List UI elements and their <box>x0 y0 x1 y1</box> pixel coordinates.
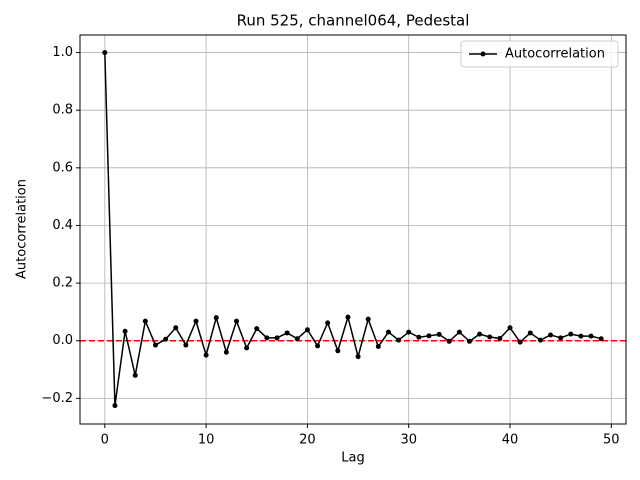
point <box>325 320 331 326</box>
x-tick-label: 40 <box>502 433 519 448</box>
point <box>294 336 300 342</box>
point <box>355 354 361 360</box>
point <box>396 337 402 343</box>
point <box>385 329 391 335</box>
point <box>466 338 472 344</box>
x-tick-label: 0 <box>101 433 109 448</box>
point <box>142 318 148 324</box>
point <box>193 318 199 324</box>
point <box>426 333 432 339</box>
legend-marker <box>480 51 486 57</box>
point <box>122 328 128 334</box>
series-line <box>104 52 602 406</box>
y-tick-label: 0.6 <box>52 160 73 175</box>
point <box>416 334 422 340</box>
point <box>598 336 604 342</box>
y-tick-label: 0.2 <box>52 276 73 291</box>
point <box>548 332 554 338</box>
point <box>558 335 564 341</box>
point <box>244 345 250 351</box>
chart-title: Run 525, channel064, Pedestal <box>237 12 470 30</box>
point <box>406 329 412 335</box>
point <box>588 333 594 339</box>
point <box>517 339 523 345</box>
point <box>446 338 452 344</box>
x-tick-label: 20 <box>299 433 316 448</box>
point <box>477 331 483 337</box>
point <box>568 331 574 337</box>
x-tick-label: 30 <box>400 433 417 448</box>
point <box>234 318 240 324</box>
legend-label: Autocorrelation <box>505 47 605 62</box>
legend-box <box>460 40 619 68</box>
point <box>284 330 290 336</box>
point <box>456 329 462 335</box>
y-tick-label: 0.4 <box>52 218 73 233</box>
point <box>345 314 351 320</box>
y-axis-label: Autocorrelation <box>15 179 30 279</box>
point <box>173 325 179 331</box>
point <box>578 333 584 339</box>
point <box>375 343 381 349</box>
point <box>132 372 138 378</box>
point <box>335 348 341 354</box>
point <box>507 325 513 331</box>
axes-frame <box>79 34 627 425</box>
y-tick-label: 1.0 <box>52 45 73 60</box>
point <box>537 337 543 343</box>
point <box>223 349 229 355</box>
point <box>365 316 371 322</box>
point <box>315 343 321 349</box>
x-tick-label: 10 <box>198 433 215 448</box>
point <box>152 342 158 348</box>
point <box>497 335 503 341</box>
point <box>213 315 219 321</box>
point <box>304 327 310 333</box>
point <box>264 335 270 341</box>
x-tick-label: 50 <box>603 433 620 448</box>
point <box>487 334 493 340</box>
y-tick-label: −0.2 <box>41 391 73 406</box>
point <box>203 352 209 358</box>
point <box>254 326 260 332</box>
y-tick-label: 0.0 <box>52 333 73 348</box>
point <box>112 403 118 409</box>
point <box>183 342 189 348</box>
point <box>274 335 280 341</box>
x-axis-label: Lag <box>341 451 364 466</box>
point <box>436 331 442 337</box>
point <box>527 330 533 336</box>
point <box>163 336 169 342</box>
point <box>102 50 108 56</box>
y-tick-label: 0.8 <box>52 103 73 118</box>
